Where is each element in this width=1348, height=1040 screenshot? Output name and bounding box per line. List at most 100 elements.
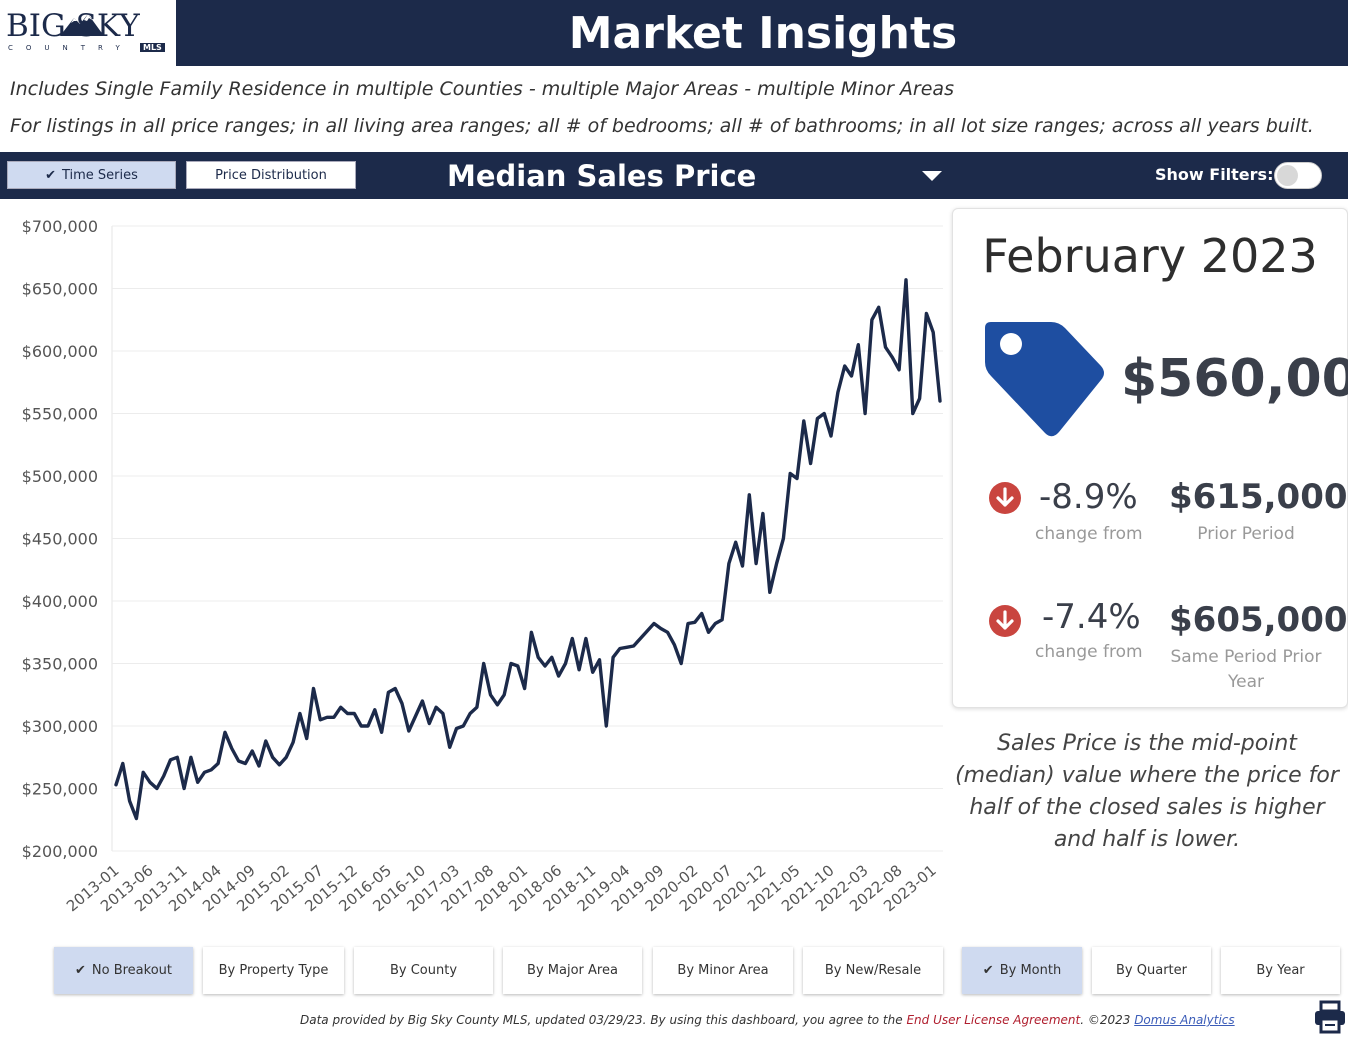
data-point <box>359 724 363 728</box>
prior-period-label: Prior Period <box>1197 524 1295 544</box>
by-month-label: By Month <box>999 963 1062 978</box>
data-point <box>843 364 847 368</box>
data-point <box>339 705 343 709</box>
data-point <box>346 712 350 716</box>
price-distribution-button[interactable]: Price Distribution <box>186 161 356 189</box>
data-point <box>686 622 690 626</box>
data-point <box>904 278 908 282</box>
data-point <box>203 770 207 774</box>
metric-selected: Median Sales Price <box>447 159 757 193</box>
time-series-button[interactable]: ✔ Time Series <box>7 161 176 189</box>
by-month-button[interactable]: ✔ By Month <box>962 947 1082 994</box>
data-point <box>802 419 806 423</box>
header: BIG SKY COUNTRY MLS Market Insights <box>0 0 1348 66</box>
data-point <box>570 637 574 641</box>
data-point <box>448 745 452 749</box>
check-icon: ✔ <box>982 963 994 978</box>
by-property-type-button[interactable]: By Property Type <box>203 947 344 994</box>
data-point <box>305 737 309 741</box>
data-point <box>196 780 200 784</box>
no-breakout-button[interactable]: ✔ No Breakout <box>54 947 193 994</box>
data-point <box>611 655 615 659</box>
data-point <box>645 629 649 633</box>
data-point <box>564 662 568 666</box>
data-point <box>625 645 629 649</box>
data-point <box>829 434 833 438</box>
y-tick-label: $300,000 <box>22 717 98 736</box>
data-point <box>809 462 813 466</box>
change-prior-label: change from <box>1035 524 1143 544</box>
data-point <box>822 412 826 416</box>
data-point <box>230 747 234 751</box>
data-point <box>577 668 581 672</box>
data-point <box>707 630 711 634</box>
data-point <box>911 412 915 416</box>
y-tick-label: $650,000 <box>22 280 98 299</box>
data-point <box>243 762 247 766</box>
eula-link[interactable]: End User License Agreement <box>906 1013 1081 1027</box>
filter-description-ranges: For listings in all price ranges; in all… <box>10 115 1314 137</box>
show-filters-label: Show Filters: <box>1155 165 1274 184</box>
data-point <box>700 612 704 616</box>
data-point <box>414 714 418 718</box>
metric-dropdown[interactable]: Median Sales Price <box>437 152 953 199</box>
prior-period-value: $615,000 <box>1169 477 1348 517</box>
data-point <box>516 664 520 668</box>
data-point <box>162 774 166 778</box>
data-point <box>441 712 445 716</box>
data-point <box>747 493 751 497</box>
domus-analytics-link[interactable]: Domus Analytics <box>1134 1013 1235 1027</box>
data-point <box>815 417 819 421</box>
print-icon[interactable] <box>1313 1000 1347 1034</box>
change-year-pct: -7.4% <box>1042 597 1141 637</box>
data-point <box>536 655 540 659</box>
change-year-label: change from <box>1035 642 1143 662</box>
by-minor-area-button[interactable]: By Minor Area <box>653 947 793 994</box>
data-point <box>148 780 152 784</box>
mountain-icon <box>60 14 104 36</box>
data-point <box>489 693 493 697</box>
series-line-median-price <box>114 278 942 821</box>
change-prior-pct: -8.9% <box>1039 477 1138 517</box>
data-point <box>393 687 397 691</box>
data-point <box>427 722 431 726</box>
data-point <box>734 540 738 544</box>
data-point <box>672 643 676 647</box>
y-tick-label: $550,000 <box>22 405 98 424</box>
chevron-down-icon[interactable] <box>922 171 942 181</box>
show-filters-toggle[interactable] <box>1274 162 1322 189</box>
y-tick-label: $450,000 <box>22 530 98 549</box>
data-point <box>591 670 595 674</box>
data-point <box>557 674 561 678</box>
data-point <box>659 627 663 631</box>
data-point <box>189 755 193 759</box>
by-new-resale-button[interactable]: By New/Resale <box>803 947 943 994</box>
kpi-card: February 2023 $560,000 -8.9% change from… <box>952 208 1348 708</box>
by-major-area-label: By Major Area <box>527 963 618 978</box>
by-year-button[interactable]: By Year <box>1221 947 1340 994</box>
data-point <box>720 618 724 622</box>
data-point <box>141 770 145 774</box>
data-point <box>713 622 717 626</box>
price-tag-icon <box>985 322 1104 437</box>
y-tick-label: $600,000 <box>22 342 98 361</box>
data-point <box>897 368 901 372</box>
data-point <box>877 305 881 309</box>
check-icon: ✔ <box>74 963 86 978</box>
by-quarter-button[interactable]: By Quarter <box>1092 947 1211 994</box>
data-point <box>529 630 533 634</box>
arrow-down-icon <box>989 482 1021 514</box>
data-point <box>931 330 935 334</box>
data-point <box>420 699 424 703</box>
data-point <box>754 562 758 566</box>
by-major-area-button[interactable]: By Major Area <box>503 947 642 994</box>
kpi-value: $560,000 <box>1121 349 1348 409</box>
data-point <box>257 764 261 768</box>
data-point <box>652 622 656 626</box>
footer: Data provided by Big Sky County MLS, upd… <box>300 1013 1235 1027</box>
by-county-button[interactable]: By County <box>354 947 493 994</box>
data-point <box>856 343 860 347</box>
data-point <box>938 399 942 403</box>
data-point <box>761 512 765 516</box>
data-point <box>169 758 173 762</box>
